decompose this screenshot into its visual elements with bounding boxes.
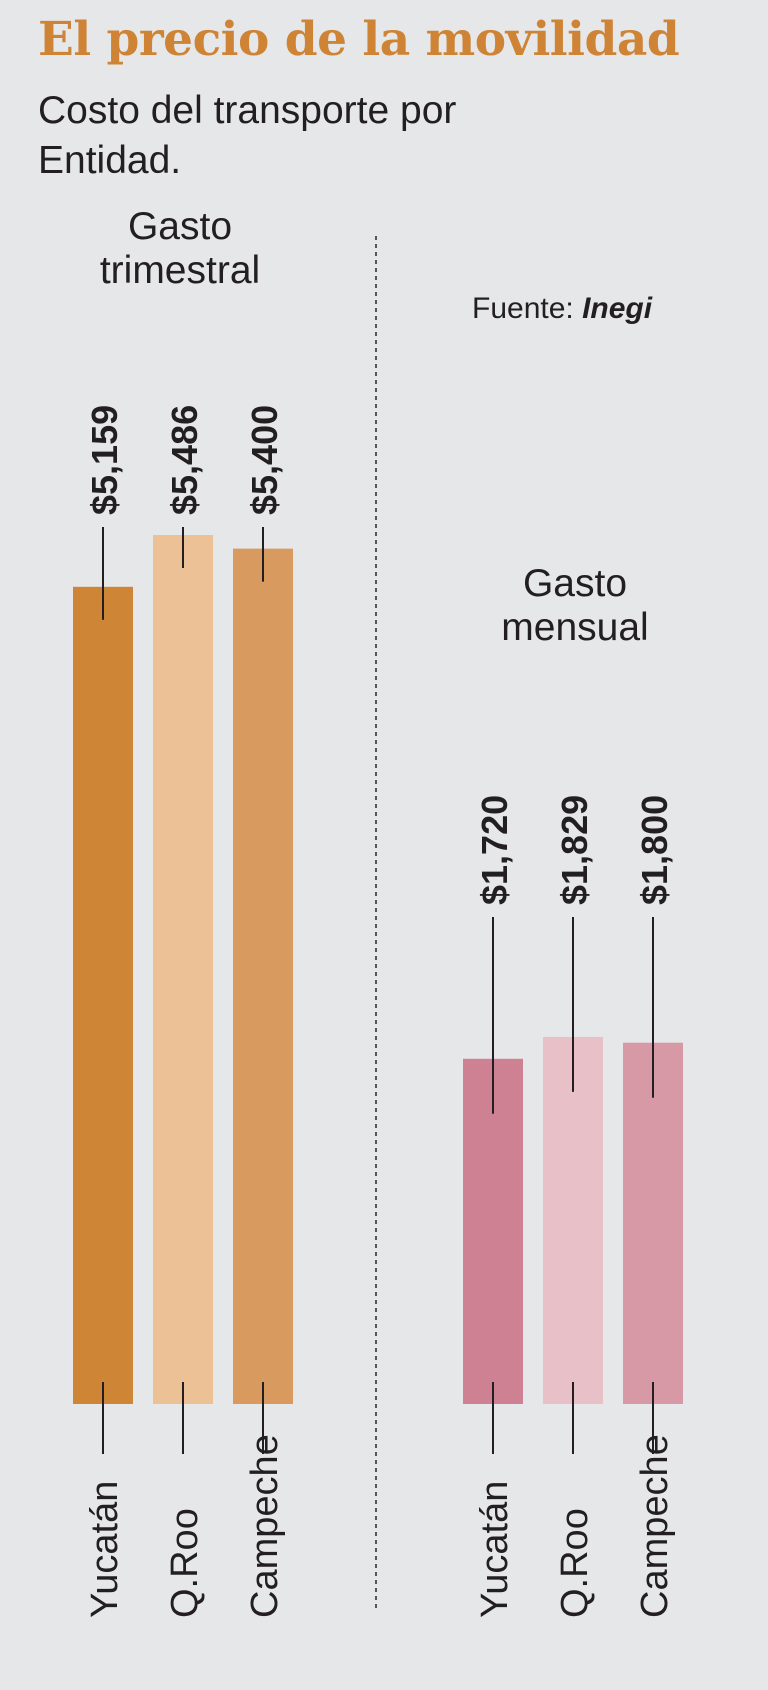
bar-mensual-q-roo bbox=[543, 1036, 603, 1404]
chart-subtitle: Costo del transporte por Entidad. bbox=[38, 89, 457, 182]
source-note: Fuente: Inegi bbox=[472, 292, 652, 326]
category-label-trimestral-campeche: Campeche bbox=[244, 1434, 286, 1618]
value-label-trimestral-yucatan: $5,159 bbox=[84, 405, 125, 515]
bar-mensual-campeche bbox=[623, 1042, 683, 1404]
source-name: Inegi bbox=[582, 292, 653, 325]
group-title-mensual: Gasto mensual bbox=[455, 562, 695, 650]
bar-trimestral-campeche bbox=[233, 548, 293, 1404]
group-title-trimestral-line1: Gasto bbox=[127, 205, 233, 248]
category-label-mensual-campeche: Campeche bbox=[634, 1434, 676, 1618]
chart-title: El precio de la movilidad bbox=[38, 12, 680, 67]
group-title-mensual-line2: mensual bbox=[501, 606, 649, 649]
bar-mensual-yucatan bbox=[463, 1058, 523, 1404]
group-title-mensual-line1: Gasto bbox=[522, 562, 628, 605]
value-label-mensual-q-roo: $1,829 bbox=[554, 795, 595, 905]
bar-trimestral-q-roo bbox=[153, 535, 213, 1404]
group-title-trimestral: Gasto trimestral bbox=[60, 205, 300, 293]
category-label-trimestral-yucatan: Yucatán bbox=[84, 1481, 126, 1618]
value-label-trimestral-q-roo: $5,486 bbox=[164, 405, 205, 515]
category-label-trimestral-q-roo: Q.Roo bbox=[164, 1508, 206, 1618]
value-label-mensual-campeche: $1,800 bbox=[634, 795, 675, 905]
category-label-mensual-q-roo: Q.Roo bbox=[554, 1508, 596, 1618]
value-label-mensual-yucatan: $1,720 bbox=[474, 795, 515, 905]
value-label-trimestral-campeche: $5,400 bbox=[244, 405, 285, 515]
group-title-trimestral-line2: trimestral bbox=[99, 249, 261, 292]
bar-trimestral-yucatan bbox=[73, 586, 133, 1404]
source-label: Fuente: bbox=[472, 292, 574, 325]
category-label-mensual-yucatan: Yucatán bbox=[474, 1481, 516, 1618]
